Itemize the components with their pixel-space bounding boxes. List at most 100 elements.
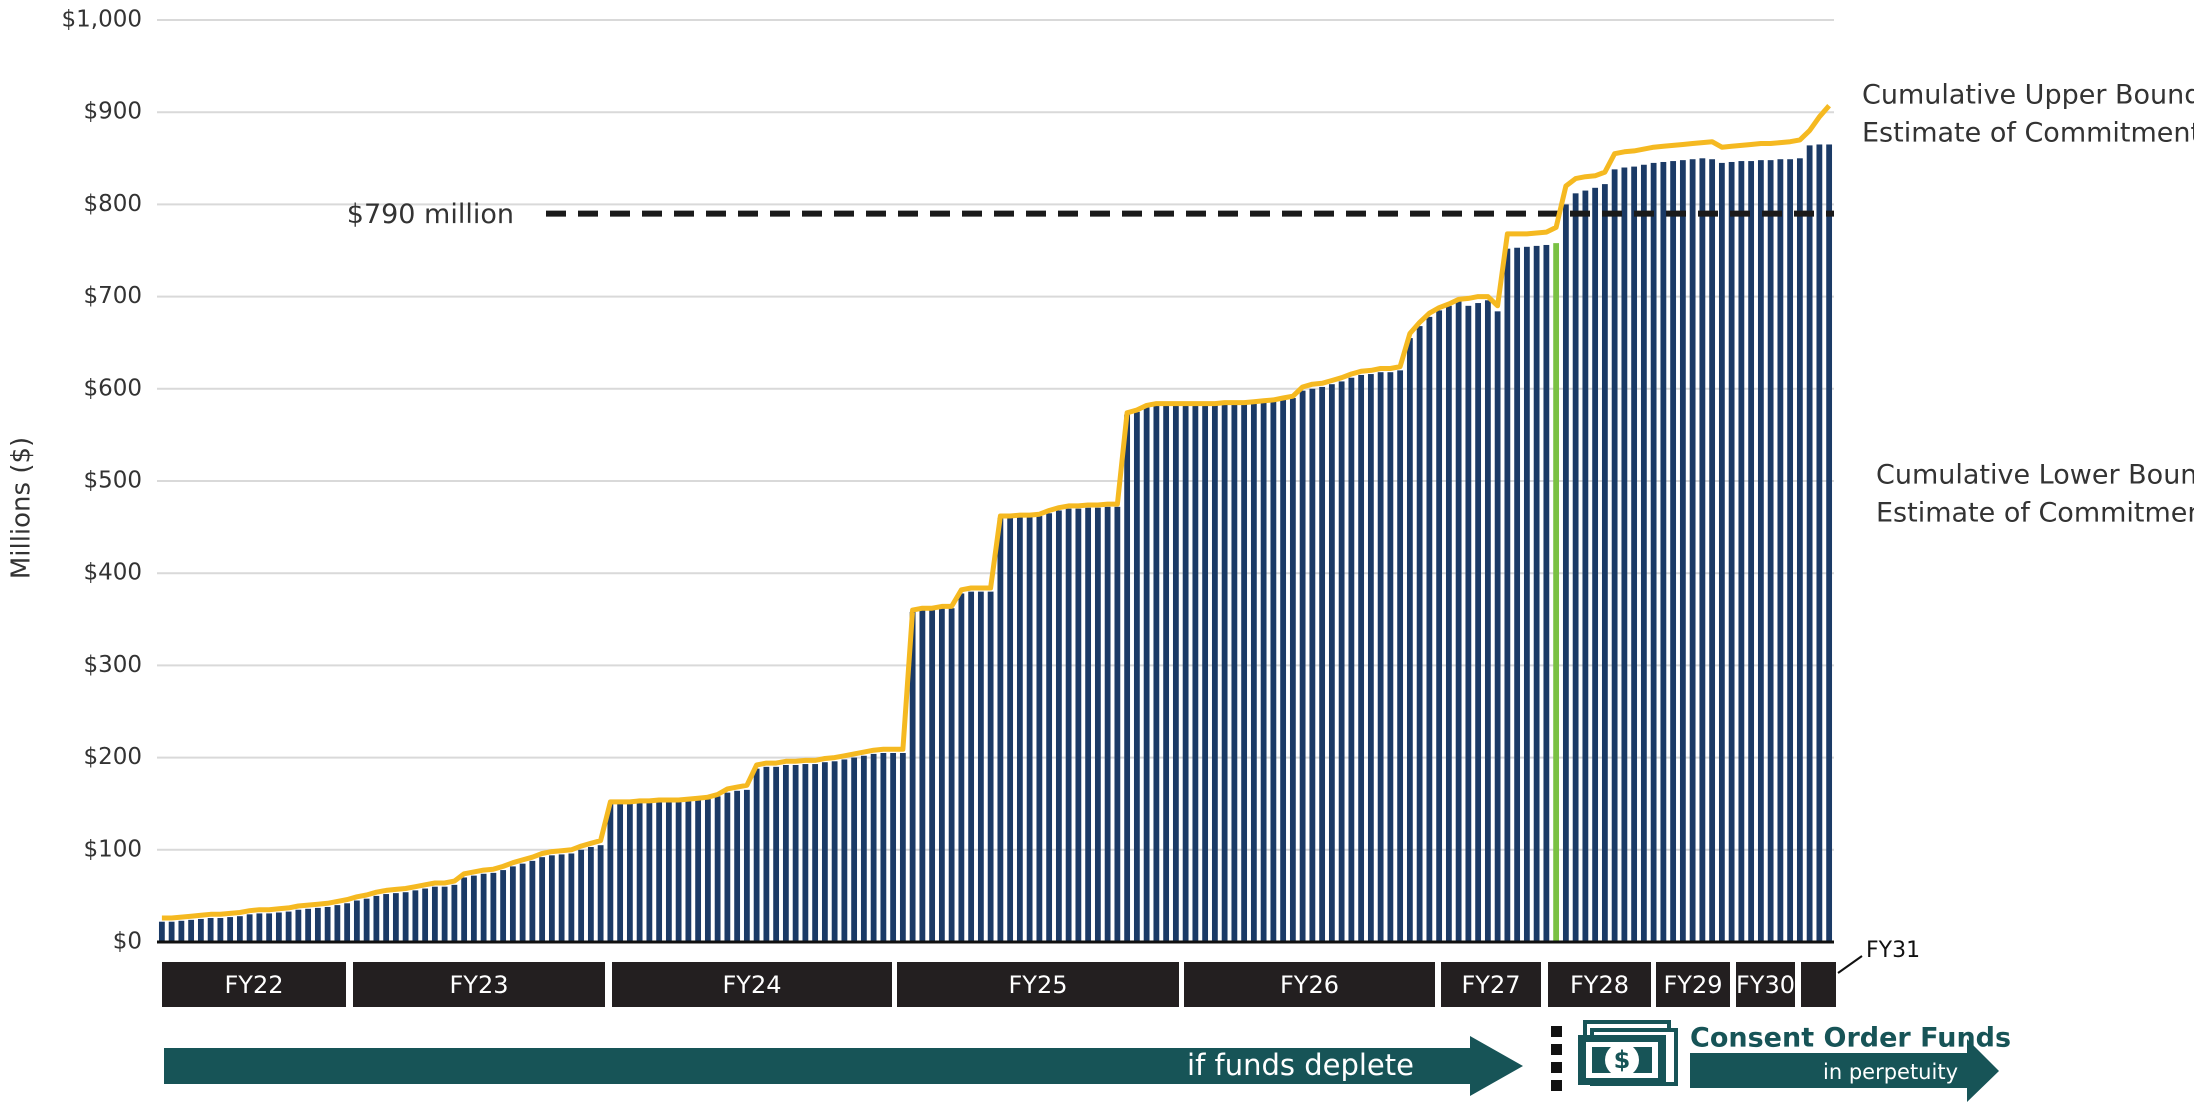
- bar: [1650, 162, 1657, 942]
- bar: [568, 853, 575, 942]
- fiscal-year-band: [1548, 962, 1651, 1007]
- bar: [1289, 398, 1296, 942]
- bar: [1670, 161, 1677, 943]
- bar: [734, 790, 741, 942]
- bar: [1796, 158, 1803, 943]
- bar: [695, 800, 702, 942]
- fiscal-year-band: [1801, 962, 1836, 1007]
- bar: [753, 768, 760, 942]
- bar: [1826, 144, 1833, 943]
- bar: [1553, 243, 1560, 942]
- fiscal-year-label: FY27: [1461, 971, 1520, 999]
- bar: [1562, 204, 1569, 942]
- bar: [1270, 401, 1277, 942]
- bar: [860, 755, 867, 942]
- bar: [490, 872, 497, 942]
- bar: [1611, 169, 1618, 942]
- bar: [685, 800, 692, 942]
- bar: [743, 789, 750, 942]
- bar: [1465, 305, 1472, 942]
- fiscal-year-label: FY30: [1736, 971, 1795, 999]
- bar: [1592, 187, 1599, 942]
- bar: [373, 895, 380, 942]
- fiscal-year-band: [353, 962, 605, 1007]
- bar: [1250, 403, 1257, 942]
- bar: [529, 860, 536, 942]
- bar: [1367, 374, 1374, 943]
- bar: [1709, 159, 1716, 943]
- bar: [841, 759, 848, 942]
- bar: [763, 766, 770, 942]
- bar: [334, 905, 341, 942]
- series-annotation: Estimate of Commitments: [1862, 118, 2194, 149]
- bar: [890, 752, 897, 942]
- bar: [929, 610, 936, 942]
- bar: [1348, 377, 1355, 943]
- upper-bound-line: [161, 104, 1831, 921]
- bar: [1046, 513, 1053, 942]
- bar: [470, 875, 477, 942]
- bar: [402, 892, 409, 942]
- fiscal-year-band: [897, 962, 1179, 1007]
- bar: [987, 591, 994, 942]
- bar: [500, 870, 507, 942]
- bar: [1231, 404, 1238, 942]
- bar: [1065, 508, 1072, 942]
- bar: [178, 920, 185, 942]
- bar: [1806, 145, 1813, 943]
- bar: [1055, 510, 1062, 942]
- bar: [1328, 384, 1335, 942]
- bar: [656, 801, 663, 942]
- bar: [607, 803, 614, 942]
- bar: [305, 908, 312, 942]
- svg-text:$: $: [1614, 1046, 1631, 1074]
- bar: [812, 764, 819, 942]
- bar: [636, 802, 643, 942]
- bar: [548, 855, 555, 942]
- bar: [1026, 516, 1033, 942]
- bar: [938, 608, 945, 942]
- fiscal-year-label: FY31: [1866, 938, 1920, 963]
- bar: [1406, 338, 1413, 943]
- bar: [509, 866, 516, 942]
- bar: [870, 753, 877, 942]
- bar: [227, 917, 234, 942]
- series-annotation: Estimate of Commitments: [1876, 498, 2194, 529]
- series-annotation: Cumulative Lower Bound: [1876, 460, 2194, 491]
- bar: [1504, 248, 1511, 942]
- dotted-separator: [1551, 1026, 1562, 1091]
- bar: [431, 886, 438, 942]
- bar: [851, 757, 858, 942]
- bar: [997, 517, 1004, 942]
- bar: [217, 918, 224, 942]
- bar: [899, 752, 906, 942]
- y-tick-label: $400: [83, 560, 142, 586]
- bar: [1358, 374, 1365, 943]
- y-tick-label: $100: [83, 836, 142, 862]
- bar: [1124, 414, 1131, 943]
- bar: [412, 890, 419, 942]
- bar: [1660, 161, 1667, 942]
- bar: [1211, 405, 1218, 942]
- bar: [1007, 517, 1014, 942]
- bar: [1699, 158, 1706, 943]
- bar: [617, 803, 624, 942]
- fiscal-year-band: [1441, 962, 1541, 1007]
- bar: [1679, 160, 1686, 943]
- bar: [519, 863, 526, 942]
- deplete-label: if funds deplete: [1187, 1048, 1414, 1082]
- bar: [1494, 311, 1501, 942]
- bar: [1484, 300, 1491, 943]
- bar: [773, 766, 780, 942]
- bar: [363, 898, 370, 942]
- bar: [1377, 372, 1384, 943]
- bar: [256, 913, 263, 942]
- bar: [1338, 381, 1345, 942]
- bar: [977, 591, 984, 942]
- y-axis-label: Millions ($): [7, 437, 37, 579]
- bar: [295, 909, 302, 942]
- bar: [821, 762, 828, 942]
- bar: [831, 761, 838, 942]
- bar: [665, 801, 672, 942]
